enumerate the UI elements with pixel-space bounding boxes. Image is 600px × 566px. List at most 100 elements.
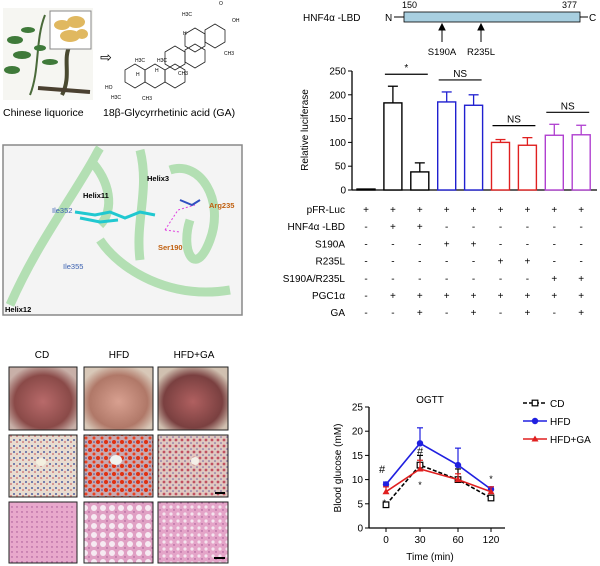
significance-annotation: # — [417, 446, 424, 458]
condition-value: + — [390, 291, 396, 302]
significance-label: * — [404, 63, 408, 74]
label-ser190: Ser190 — [158, 243, 183, 252]
condition-value: - — [472, 257, 475, 268]
condition-value: - — [418, 257, 421, 268]
svg-text:CH3: CH3 — [178, 71, 188, 77]
condition-value: + — [578, 308, 584, 319]
condition-value: + — [524, 308, 530, 319]
he-stain-cd — [8, 501, 78, 564]
legend-label: HFD+GA — [550, 435, 591, 446]
condition-value: - — [526, 222, 529, 233]
condition-value: - — [499, 308, 502, 319]
y-tick-label: 15 — [352, 451, 364, 462]
he-stain-hfd — [83, 501, 154, 564]
data-point — [382, 501, 390, 509]
condition-value: + — [417, 308, 423, 319]
group-label-hfd-ga: HFD+GA — [174, 350, 215, 361]
group-label-hfd: HFD — [109, 350, 130, 361]
significance-annotation: * — [382, 498, 386, 508]
y-tick-label: 50 — [335, 162, 347, 173]
series-line-hfd-ga — [385, 468, 492, 493]
label-ile352: Ile352 — [52, 206, 72, 215]
significance-label: NS — [507, 115, 521, 126]
condition-value: - — [445, 308, 448, 319]
svg-text:150: 150 — [402, 0, 417, 10]
significance-label: NS — [561, 101, 575, 112]
ga-chemical-structure — [124, 23, 226, 89]
mutation-r235l: R235L — [467, 47, 495, 58]
condition-value: + — [551, 205, 557, 216]
condition-value: - — [391, 274, 394, 285]
label-helix3: Helix3 — [147, 174, 169, 183]
condition-value: - — [499, 239, 502, 250]
svg-text:377: 377 — [562, 0, 577, 10]
y-tick-label: 250 — [329, 67, 346, 78]
svg-text:H3C: H3C — [135, 58, 145, 64]
data-point — [531, 417, 539, 425]
condition-value: - — [418, 274, 421, 285]
bar — [544, 134, 564, 191]
condition-label: PGC1α — [312, 291, 345, 302]
condition-value: + — [498, 291, 504, 302]
y-tick-label: 0 — [340, 186, 346, 197]
data-point — [531, 435, 539, 442]
data-point — [487, 494, 495, 502]
compound-label: 18β-Glycyrrhetinic acid (GA) — [103, 107, 235, 119]
condition-value: - — [391, 308, 394, 319]
svg-text:CH3: CH3 — [224, 51, 234, 57]
significance-annotation: * — [489, 474, 493, 484]
condition-value: + — [498, 257, 504, 268]
condition-value: - — [553, 239, 556, 250]
data-point — [382, 488, 390, 495]
label-helix12: Helix12 — [5, 305, 31, 314]
condition-value: + — [551, 274, 557, 285]
condition-value: - — [580, 222, 583, 233]
y-tick-label: 200 — [329, 90, 346, 101]
condition-value: - — [580, 257, 583, 268]
data-point — [454, 476, 462, 483]
condition-value: + — [444, 205, 450, 216]
label-ile355: Ile355 — [63, 262, 83, 271]
bar-y-axis-label: Relative luciferase — [300, 89, 311, 171]
condition-value: - — [418, 239, 421, 250]
hnf4a-domain-map: HNF4α -LBD N C 150 377 S190A R235L — [303, 0, 596, 58]
svg-text:N: N — [385, 13, 392, 24]
condition-value: - — [553, 308, 556, 319]
condition-value: - — [472, 274, 475, 285]
svg-text:HO: HO — [105, 85, 113, 91]
lbd-bar — [403, 11, 581, 23]
legend-label: HFD — [550, 417, 571, 428]
condition-value: + — [444, 239, 450, 250]
plant-label: Chinese liquorice — [3, 107, 84, 119]
series-line-cd — [385, 464, 492, 506]
x-tick-label: 0 — [383, 535, 389, 546]
condition-value: - — [391, 239, 394, 250]
condition-value: + — [390, 205, 396, 216]
svg-text:CH3: CH3 — [142, 96, 152, 102]
condition-value: - — [445, 222, 448, 233]
mutation-s190a: S190A — [428, 47, 457, 58]
significance-annotation: # — [379, 464, 386, 476]
label-helix11: Helix11 — [83, 191, 109, 200]
data-point — [454, 461, 462, 469]
data-point — [531, 399, 539, 407]
oil-red-o-hfd-ga — [157, 434, 229, 498]
liquorice-plant-image — [3, 8, 93, 100]
data-point — [382, 481, 390, 488]
condition-value: - — [472, 222, 475, 233]
condition-value: - — [364, 239, 367, 250]
svg-text:H3C: H3C — [157, 58, 167, 64]
condition-value: + — [524, 257, 530, 268]
ogtt-x-axis-label: Time (min) — [406, 552, 453, 563]
bar — [463, 104, 484, 191]
condition-value: - — [553, 222, 556, 233]
structure-labels: H3C OH O H CH3 H3C H3C H CH3 H HO H3C CH… — [105, 1, 240, 102]
svg-text:C: C — [589, 13, 596, 24]
data-point — [416, 465, 424, 472]
oil-red-o-cd — [8, 434, 78, 498]
bar — [410, 171, 430, 191]
condition-value: + — [578, 274, 584, 285]
svg-text:H: H — [155, 68, 159, 74]
